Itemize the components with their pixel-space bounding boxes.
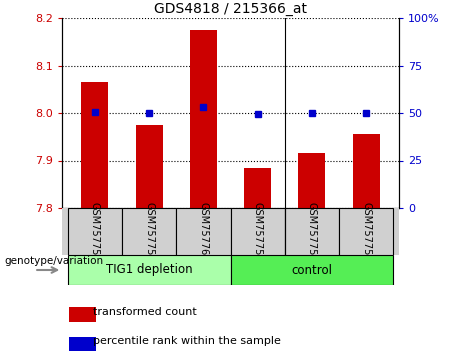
Bar bbox=[69, 337, 96, 351]
Bar bbox=[190, 30, 217, 208]
Text: GSM757760: GSM757760 bbox=[198, 202, 208, 261]
Bar bbox=[69, 307, 96, 321]
Text: TIG1 depletion: TIG1 depletion bbox=[106, 263, 192, 276]
Text: GSM757759: GSM757759 bbox=[144, 202, 154, 261]
Bar bbox=[339, 208, 393, 255]
Text: GSM757757: GSM757757 bbox=[361, 202, 371, 261]
Text: percentile rank within the sample: percentile rank within the sample bbox=[93, 336, 280, 346]
Title: GDS4818 / 215366_at: GDS4818 / 215366_at bbox=[154, 1, 307, 16]
Bar bbox=[230, 255, 393, 285]
Text: transformed count: transformed count bbox=[93, 307, 196, 316]
Text: GSM757755: GSM757755 bbox=[253, 202, 263, 261]
Bar bbox=[136, 125, 163, 208]
Bar bbox=[68, 208, 122, 255]
Bar bbox=[353, 135, 380, 208]
Text: GSM757756: GSM757756 bbox=[307, 202, 317, 261]
Text: GSM757758: GSM757758 bbox=[90, 202, 100, 261]
Bar bbox=[298, 153, 325, 208]
Bar bbox=[81, 82, 108, 208]
Bar bbox=[285, 208, 339, 255]
Bar bbox=[176, 208, 230, 255]
Bar bbox=[68, 255, 230, 285]
Bar bbox=[230, 208, 285, 255]
Text: control: control bbox=[291, 263, 332, 276]
Bar bbox=[244, 168, 271, 208]
Text: genotype/variation: genotype/variation bbox=[5, 256, 104, 266]
Bar bbox=[122, 208, 176, 255]
